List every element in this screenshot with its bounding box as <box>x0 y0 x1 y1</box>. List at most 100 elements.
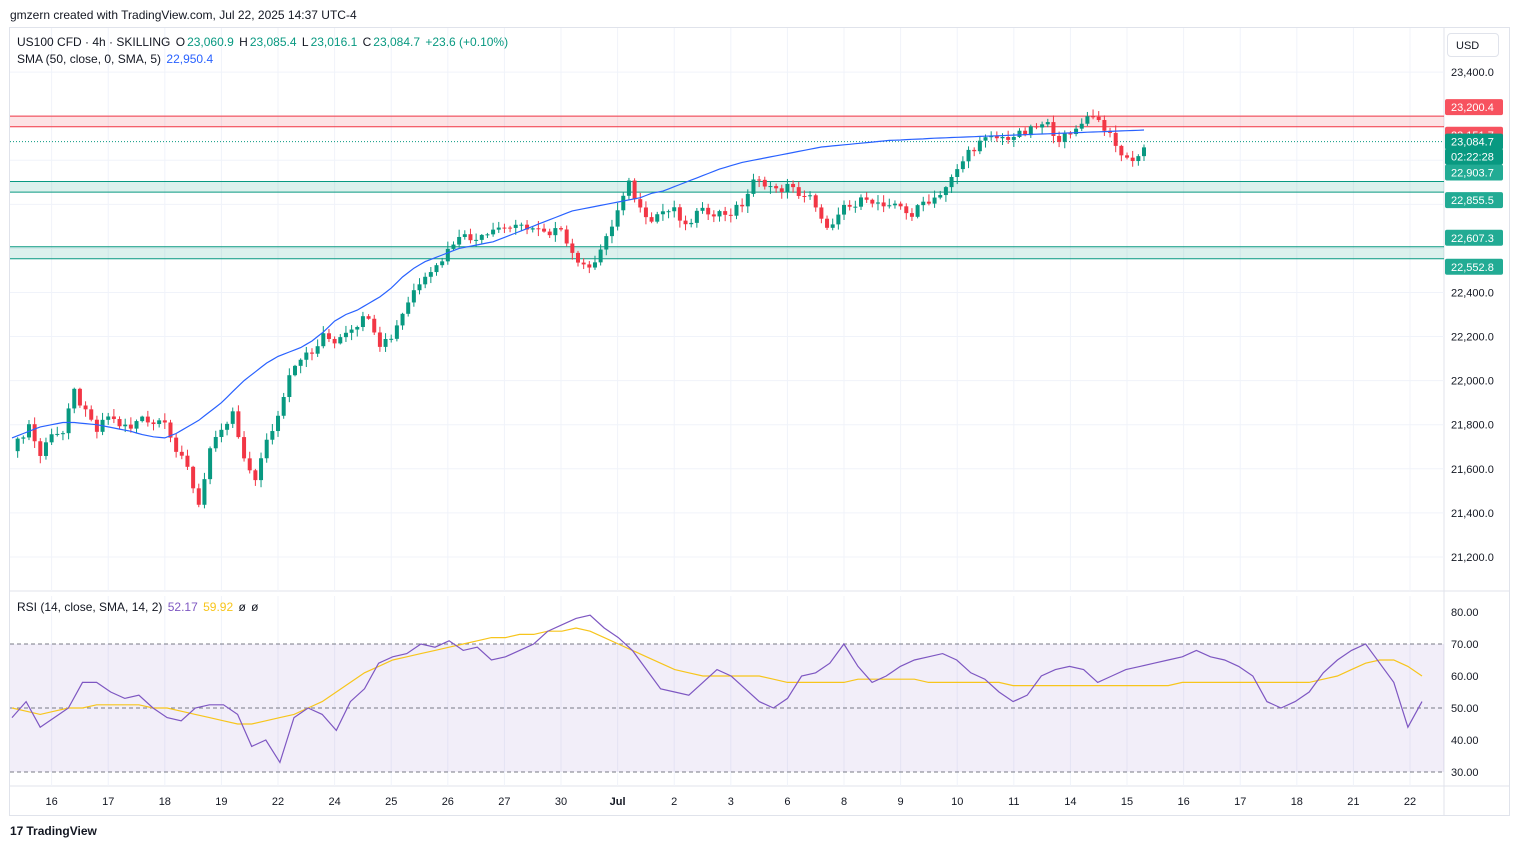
candle <box>553 221 558 242</box>
candle <box>853 200 858 213</box>
time-tick-label: 22 <box>1404 796 1416 808</box>
candle-body <box>559 228 564 230</box>
candle-body <box>394 325 399 339</box>
rsi-line <box>11 614 1423 764</box>
rsi-extra-1: ø <box>238 600 246 614</box>
candle <box>1034 123 1039 130</box>
rsi-tick-label: 70.00 <box>1451 639 1479 651</box>
candle <box>1085 111 1090 127</box>
candle <box>157 418 162 428</box>
rsi-legend[interactable]: RSI (14, close, SMA, 14, 2) 52.17 59.92 … <box>17 600 261 614</box>
last-price-tag-box <box>1445 133 1503 150</box>
candle-body <box>38 441 43 456</box>
candle-body <box>151 422 156 424</box>
candle <box>592 255 597 270</box>
candle <box>383 333 388 352</box>
candle <box>496 221 501 233</box>
main-legend[interactable]: US100 CFD · 4h · SKILLING O 23,060.9 H 23,… <box>17 35 510 49</box>
currency-button[interactable]: USD <box>1447 33 1499 57</box>
candle <box>966 146 971 169</box>
candle-body <box>994 135 999 139</box>
candle-body <box>921 201 926 206</box>
candle-body <box>881 202 886 207</box>
candle-body <box>983 137 988 141</box>
candle-body <box>168 422 173 438</box>
candle <box>745 189 750 213</box>
price-tick-label: 23,400.0 <box>1451 67 1494 79</box>
candle-body <box>547 231 552 236</box>
candle-body <box>1062 133 1067 142</box>
candle <box>440 257 445 268</box>
support-bottom-tag: 22,855.5 <box>1445 192 1503 209</box>
candle-body <box>638 199 643 208</box>
candle <box>666 209 671 219</box>
candle <box>836 207 841 230</box>
candle-body <box>570 243 575 253</box>
candle-body <box>706 207 711 215</box>
candle-body <box>1096 116 1101 121</box>
candle <box>932 190 937 208</box>
candle <box>304 346 309 368</box>
resistance-top-tag-box <box>1445 99 1503 116</box>
support-bottom-tag-box <box>1445 192 1503 209</box>
candle-body <box>819 207 824 219</box>
candle <box>400 312 405 330</box>
candle <box>276 410 281 437</box>
candle <box>655 211 660 224</box>
candle-body <box>208 448 213 480</box>
candle <box>32 417 37 448</box>
candle-body <box>683 220 688 225</box>
candle-body <box>762 179 767 187</box>
candle-body <box>111 416 116 420</box>
candle-body <box>723 211 728 215</box>
candle <box>366 314 371 320</box>
candle <box>519 222 524 231</box>
candle-body <box>808 195 813 197</box>
candle-body <box>1130 157 1135 162</box>
candle <box>955 164 960 185</box>
time-tick-label: 30 <box>555 796 567 808</box>
change-value: +23.6 (+0.10%) <box>425 35 509 49</box>
candle-body <box>162 420 167 423</box>
candle <box>689 218 694 228</box>
candle <box>315 339 320 357</box>
candle-body <box>859 197 863 207</box>
rsi-ma-line <box>11 627 1423 725</box>
candle <box>309 348 314 361</box>
candle <box>298 358 303 374</box>
rsi-layer <box>10 614 1444 773</box>
candle <box>343 325 348 342</box>
candle <box>994 131 999 142</box>
candle-body <box>898 203 903 207</box>
open-value: 23,060.9 <box>187 35 234 49</box>
candle <box>643 201 648 225</box>
candle <box>293 364 297 377</box>
candle-body <box>796 187 801 196</box>
candle <box>38 438 43 464</box>
candle <box>428 266 433 284</box>
candle-body <box>785 183 790 193</box>
candle-body <box>440 261 445 266</box>
candle-body <box>445 248 450 262</box>
candle-body <box>632 180 637 200</box>
candle <box>791 180 796 193</box>
candle <box>808 191 813 200</box>
candle-body <box>909 213 914 217</box>
candle <box>236 405 241 439</box>
candle-body <box>1085 116 1090 124</box>
candle <box>423 272 428 289</box>
tradingview-logo-icon: 17 <box>10 824 24 838</box>
sma-legend[interactable]: SMA (50, close, 0, SMA, 5) 22,950.4 <box>17 52 215 66</box>
candle <box>338 334 343 345</box>
support-bottom-tag: 22,552.8 <box>1445 258 1503 275</box>
candle <box>411 283 416 307</box>
candle-body <box>757 179 762 181</box>
candle <box>174 433 179 458</box>
candle <box>598 244 603 266</box>
candle-body <box>287 375 292 398</box>
candle-body <box>191 466 196 489</box>
candle-body <box>491 229 496 235</box>
chart-frame[interactable] <box>9 27 1510 816</box>
support-top-tag-box <box>1445 164 1503 181</box>
